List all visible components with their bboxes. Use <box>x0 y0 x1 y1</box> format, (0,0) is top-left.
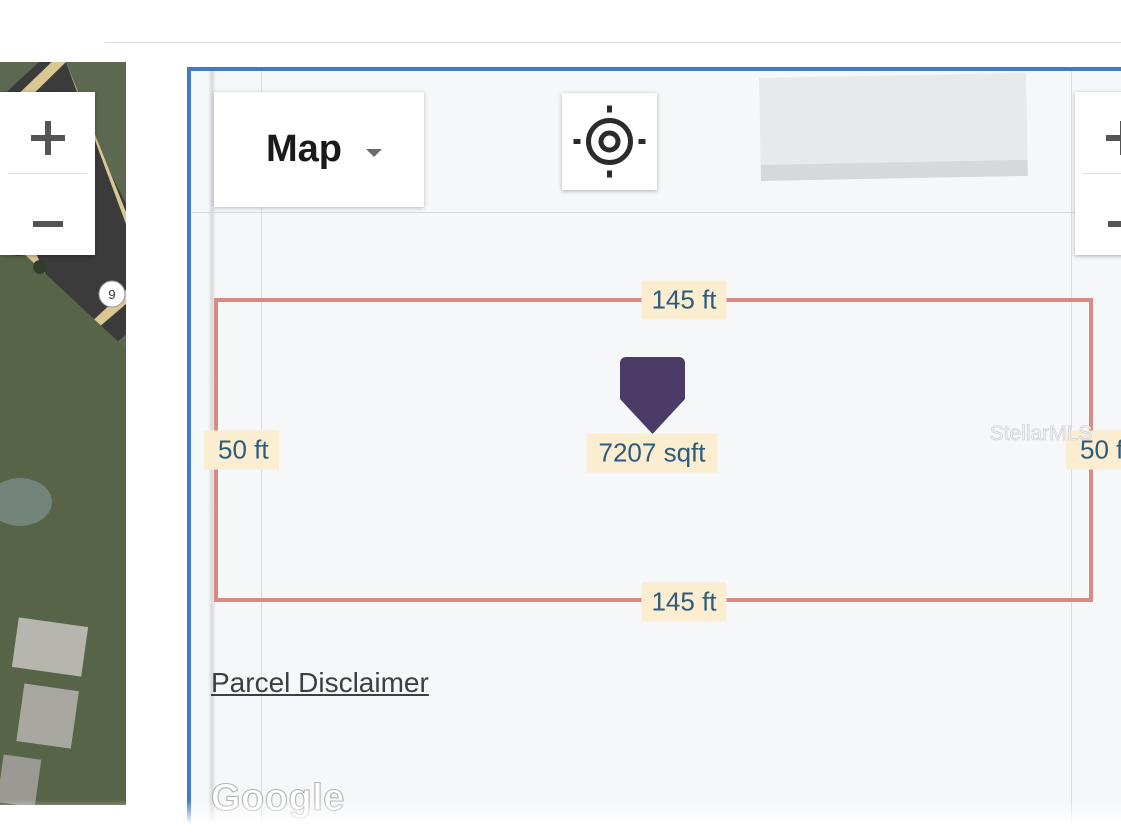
svg-text:9: 9 <box>108 287 115 302</box>
